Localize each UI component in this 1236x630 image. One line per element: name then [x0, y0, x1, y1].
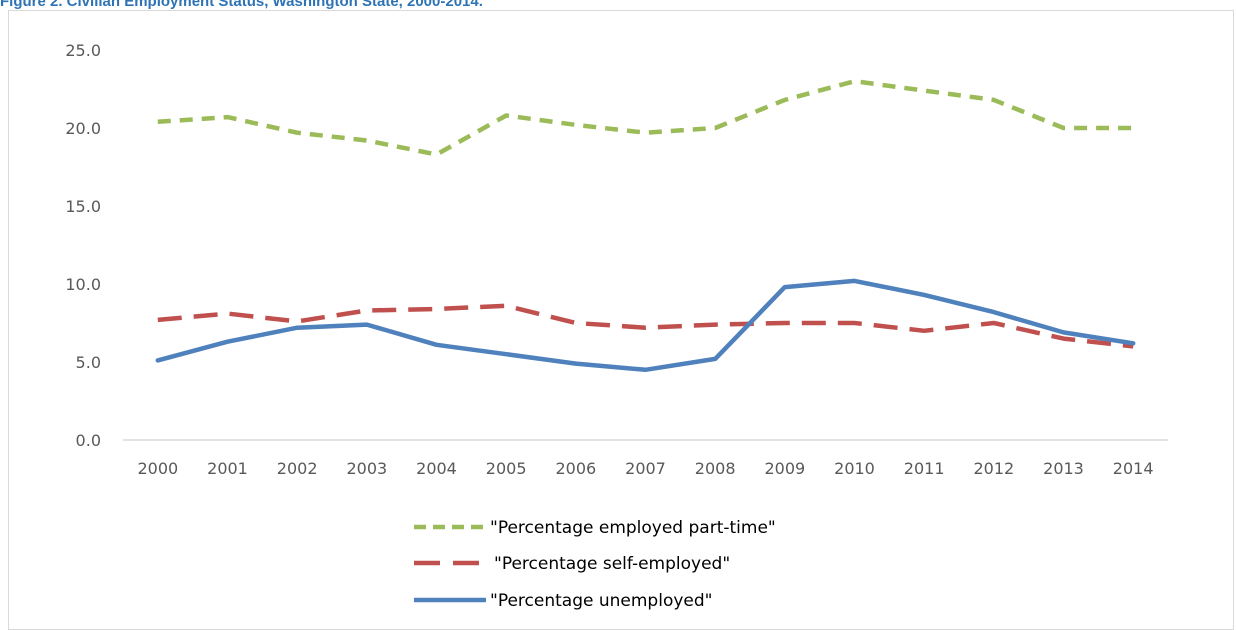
y-tick-label: 25.0 [65, 41, 101, 60]
data-point [992, 98, 996, 102]
series-line-0 [157, 78, 1134, 157]
y-tick-label: 5.0 [76, 353, 101, 372]
data-point [783, 285, 787, 289]
data-point [713, 126, 717, 130]
data-point [226, 115, 230, 119]
legend-label-0: "Percentage employed part-time" [490, 518, 776, 538]
data-point [156, 318, 160, 322]
data-point [922, 89, 926, 93]
data-point [1131, 341, 1135, 345]
data-point [1062, 337, 1066, 341]
data-point [783, 98, 787, 102]
data-point [853, 321, 857, 325]
legend-label-1: "Percentage self-employed" [494, 554, 730, 574]
x-tick-label: 2008 [695, 459, 736, 478]
x-tick-label: 2007 [625, 459, 666, 478]
y-tick-label: 0.0 [76, 431, 101, 450]
x-tick-label: 2002 [277, 459, 318, 478]
data-point [295, 326, 299, 330]
y-tick-label: 15.0 [65, 197, 101, 216]
y-axis-tick-labels: 0.0 5.0 10.0 15.0 20.0 25.0 [65, 41, 101, 450]
x-axis-tick-labels: 2000 2001 2002 2003 2004 2005 2006 2007 2008 2009… [137, 459, 1153, 478]
data-point [574, 321, 578, 325]
data-point [574, 123, 578, 127]
data-point [365, 309, 369, 313]
data-point [504, 114, 508, 118]
x-tick-label: 2009 [764, 459, 805, 478]
data-point [644, 131, 648, 135]
x-tick-label: 2011 [904, 459, 945, 478]
data-point [435, 343, 439, 347]
data-point [365, 138, 369, 142]
data-point [435, 307, 439, 311]
x-tick-label: 2004 [416, 459, 457, 478]
data-point [295, 319, 299, 323]
data-point [1062, 126, 1066, 130]
x-tick-label: 2000 [137, 459, 178, 478]
x-tick-label: 2014 [1113, 459, 1154, 478]
data-point [156, 358, 160, 362]
series-lines [155, 78, 1136, 373]
x-tick-label: 2013 [1043, 459, 1084, 478]
legend: "Percentage employed part-time" "Percenta… [414, 518, 776, 611]
data-point [504, 304, 508, 308]
data-point [365, 323, 369, 327]
data-point [435, 153, 439, 157]
data-point [644, 368, 648, 372]
data-point [713, 357, 717, 361]
y-tick-label: 20.0 [65, 119, 101, 138]
x-tick-label: 2005 [486, 459, 527, 478]
series-line-1 [157, 303, 1134, 349]
data-point [853, 279, 857, 283]
data-point [574, 362, 578, 366]
y-tick-label: 10.0 [65, 275, 101, 294]
x-tick-label: 2003 [346, 459, 387, 478]
data-point [713, 323, 717, 327]
data-point [992, 310, 996, 314]
data-point [504, 352, 508, 356]
data-point [853, 79, 857, 83]
data-point [1062, 330, 1066, 334]
data-point [226, 312, 230, 316]
data-point [922, 329, 926, 333]
data-point [156, 120, 160, 124]
data-point [783, 321, 787, 325]
data-point [644, 326, 648, 330]
series-line-2 [155, 278, 1136, 373]
data-point [295, 131, 299, 135]
x-tick-label: 2010 [834, 459, 875, 478]
legend-label-2: "Percentage unemployed" [490, 591, 712, 611]
data-point [226, 340, 230, 344]
data-point [922, 293, 926, 297]
data-point [992, 321, 996, 325]
figure-title: Figure 2. Civilian Employment Status, Wa… [0, 0, 483, 10]
x-tick-label: 2001 [207, 459, 248, 478]
data-point [1131, 126, 1135, 130]
x-tick-label: 2006 [555, 459, 596, 478]
x-tick-label: 2012 [973, 459, 1014, 478]
